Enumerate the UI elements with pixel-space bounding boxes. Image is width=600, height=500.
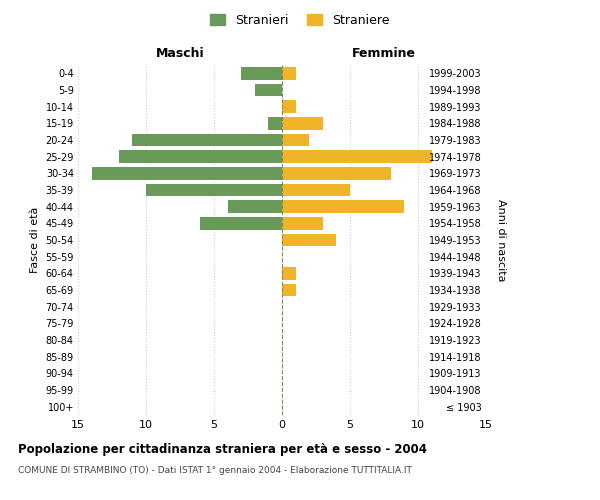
Bar: [268, 117, 282, 130]
Y-axis label: Anni di nascita: Anni di nascita: [496, 198, 506, 281]
Bar: [200, 217, 282, 230]
Bar: [282, 134, 309, 146]
Bar: [241, 67, 282, 80]
Bar: [255, 84, 282, 96]
Bar: [282, 217, 323, 230]
Bar: [119, 150, 282, 163]
Bar: [282, 200, 404, 213]
Text: Popolazione per cittadinanza straniera per età e sesso - 2004: Popolazione per cittadinanza straniera p…: [18, 442, 427, 456]
Bar: [282, 234, 337, 246]
Bar: [133, 134, 282, 146]
Legend: Stranieri, Straniere: Stranieri, Straniere: [205, 8, 395, 32]
Bar: [282, 284, 296, 296]
Bar: [282, 100, 296, 113]
Bar: [227, 200, 282, 213]
Bar: [146, 184, 282, 196]
Text: Maschi: Maschi: [155, 47, 205, 60]
Bar: [282, 267, 296, 280]
Text: COMUNE DI STRAMBINO (TO) - Dati ISTAT 1° gennaio 2004 - Elaborazione TUTTITALIA.: COMUNE DI STRAMBINO (TO) - Dati ISTAT 1°…: [18, 466, 412, 475]
Y-axis label: Fasce di età: Fasce di età: [30, 207, 40, 273]
Bar: [282, 150, 431, 163]
Bar: [282, 167, 391, 179]
Bar: [92, 167, 282, 179]
Bar: [282, 117, 323, 130]
Bar: [282, 184, 350, 196]
Text: Femmine: Femmine: [352, 47, 416, 60]
Bar: [282, 67, 296, 80]
